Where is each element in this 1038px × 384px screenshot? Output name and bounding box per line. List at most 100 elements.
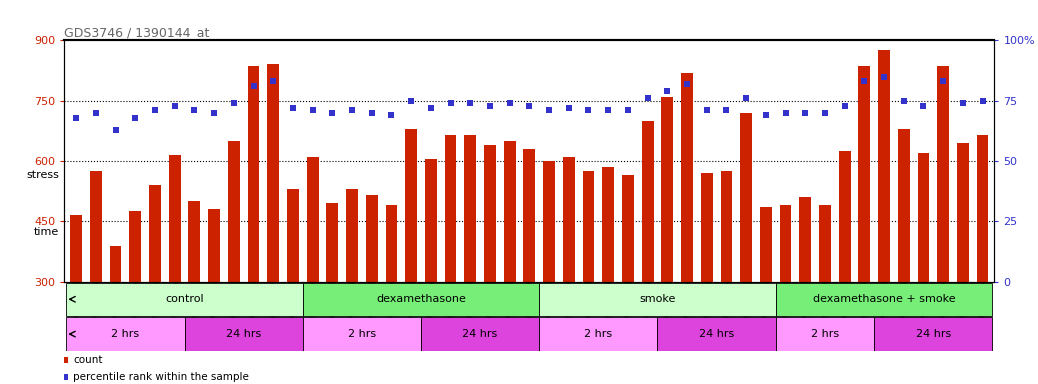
Point bbox=[935, 78, 952, 84]
Point bbox=[442, 100, 459, 106]
Point bbox=[718, 107, 735, 113]
Point bbox=[422, 105, 439, 111]
Bar bbox=[303, 317, 421, 351]
Point bbox=[383, 112, 400, 118]
Point bbox=[403, 98, 419, 104]
Point bbox=[600, 107, 617, 113]
Point bbox=[620, 107, 636, 113]
Point bbox=[777, 110, 794, 116]
Bar bbox=[288, 189, 299, 282]
Bar bbox=[110, 246, 121, 282]
Bar bbox=[268, 65, 279, 282]
Bar bbox=[543, 161, 555, 282]
Text: 24 hrs: 24 hrs bbox=[916, 329, 951, 339]
Point bbox=[896, 98, 912, 104]
Bar bbox=[641, 121, 654, 282]
Point bbox=[876, 73, 893, 79]
Bar bbox=[819, 205, 830, 282]
Point bbox=[856, 78, 873, 84]
Bar bbox=[71, 215, 82, 282]
Text: 2 hrs: 2 hrs bbox=[348, 329, 376, 339]
Bar bbox=[898, 129, 909, 282]
Point bbox=[304, 107, 321, 113]
Text: 2 hrs: 2 hrs bbox=[584, 329, 612, 339]
Bar bbox=[539, 317, 657, 351]
Bar bbox=[701, 173, 713, 282]
Text: 24 hrs: 24 hrs bbox=[463, 329, 498, 339]
Text: 2 hrs: 2 hrs bbox=[811, 329, 839, 339]
Point bbox=[127, 114, 143, 121]
Point bbox=[166, 103, 183, 109]
Point bbox=[521, 103, 538, 109]
Bar bbox=[346, 189, 358, 282]
Text: percentile rank within the sample: percentile rank within the sample bbox=[74, 372, 249, 382]
Bar bbox=[303, 283, 539, 316]
Bar bbox=[385, 205, 398, 282]
Point bbox=[817, 110, 834, 116]
Bar bbox=[563, 157, 575, 282]
Bar bbox=[681, 73, 693, 282]
Point bbox=[639, 95, 656, 101]
Point bbox=[186, 107, 202, 113]
Point bbox=[245, 83, 262, 89]
Bar bbox=[425, 159, 437, 282]
Point bbox=[975, 98, 991, 104]
Text: 24 hrs: 24 hrs bbox=[699, 329, 734, 339]
Point bbox=[501, 100, 518, 106]
Point bbox=[225, 100, 242, 106]
Bar bbox=[209, 209, 220, 282]
Bar bbox=[780, 205, 791, 282]
Bar bbox=[306, 157, 319, 282]
Bar bbox=[405, 129, 417, 282]
Bar bbox=[799, 197, 811, 282]
Bar bbox=[66, 283, 303, 316]
Point bbox=[699, 107, 715, 113]
Text: dexamethasone: dexamethasone bbox=[376, 294, 466, 304]
Bar bbox=[657, 317, 775, 351]
Point bbox=[107, 127, 124, 133]
Text: 24 hrs: 24 hrs bbox=[226, 329, 262, 339]
Bar bbox=[957, 143, 968, 282]
Bar bbox=[169, 155, 181, 282]
Point bbox=[738, 95, 755, 101]
Point bbox=[146, 107, 163, 113]
Point bbox=[57, 374, 74, 381]
Bar bbox=[248, 66, 260, 282]
Bar bbox=[839, 151, 850, 282]
Point bbox=[344, 107, 360, 113]
Bar bbox=[228, 141, 240, 282]
Point bbox=[758, 112, 774, 118]
Point bbox=[462, 100, 479, 106]
Bar bbox=[365, 195, 378, 282]
Bar bbox=[484, 145, 496, 282]
Bar bbox=[740, 113, 753, 282]
Bar bbox=[720, 171, 733, 282]
Text: stress: stress bbox=[26, 170, 59, 180]
Point bbox=[561, 105, 577, 111]
Bar bbox=[130, 211, 141, 282]
Bar bbox=[622, 175, 634, 282]
Bar bbox=[464, 135, 476, 282]
Point bbox=[363, 110, 380, 116]
Bar bbox=[582, 171, 595, 282]
Point bbox=[482, 103, 498, 109]
Point bbox=[87, 110, 104, 116]
Bar bbox=[775, 317, 874, 351]
Bar bbox=[90, 171, 102, 282]
Bar bbox=[937, 66, 949, 282]
Bar bbox=[149, 185, 161, 282]
Text: count: count bbox=[74, 354, 103, 365]
Bar bbox=[760, 207, 771, 282]
Point bbox=[265, 78, 281, 84]
Bar bbox=[421, 317, 539, 351]
Point bbox=[67, 114, 84, 121]
Point bbox=[541, 107, 557, 113]
Point bbox=[916, 103, 932, 109]
Text: time: time bbox=[34, 227, 59, 237]
Bar bbox=[444, 135, 457, 282]
Bar bbox=[66, 317, 185, 351]
Point bbox=[580, 107, 597, 113]
Bar bbox=[874, 317, 992, 351]
Point bbox=[955, 100, 972, 106]
Point bbox=[324, 110, 340, 116]
